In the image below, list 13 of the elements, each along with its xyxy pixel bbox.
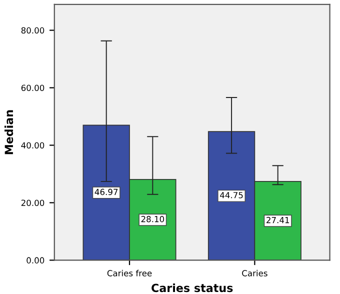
y-tick-label: 0.00 xyxy=(26,257,44,264)
data-label: 27.41 xyxy=(266,216,290,224)
y-axis-title: Median xyxy=(4,110,14,154)
y-tick-label: 20.00 xyxy=(21,200,44,206)
data-label: 44.75 xyxy=(220,192,243,198)
x-axis-title: Caries status xyxy=(152,284,233,292)
y-tick-label: 80.00 xyxy=(21,27,44,34)
y-tick-label: 40.00 xyxy=(21,142,44,149)
x-tick-label: Caries xyxy=(242,270,268,276)
data-label: 28.10 xyxy=(141,216,164,222)
y-tick-label: 60.00 xyxy=(21,84,44,92)
x-tick-label: Caries free xyxy=(107,270,152,276)
data-label: 46.97 xyxy=(94,188,118,196)
